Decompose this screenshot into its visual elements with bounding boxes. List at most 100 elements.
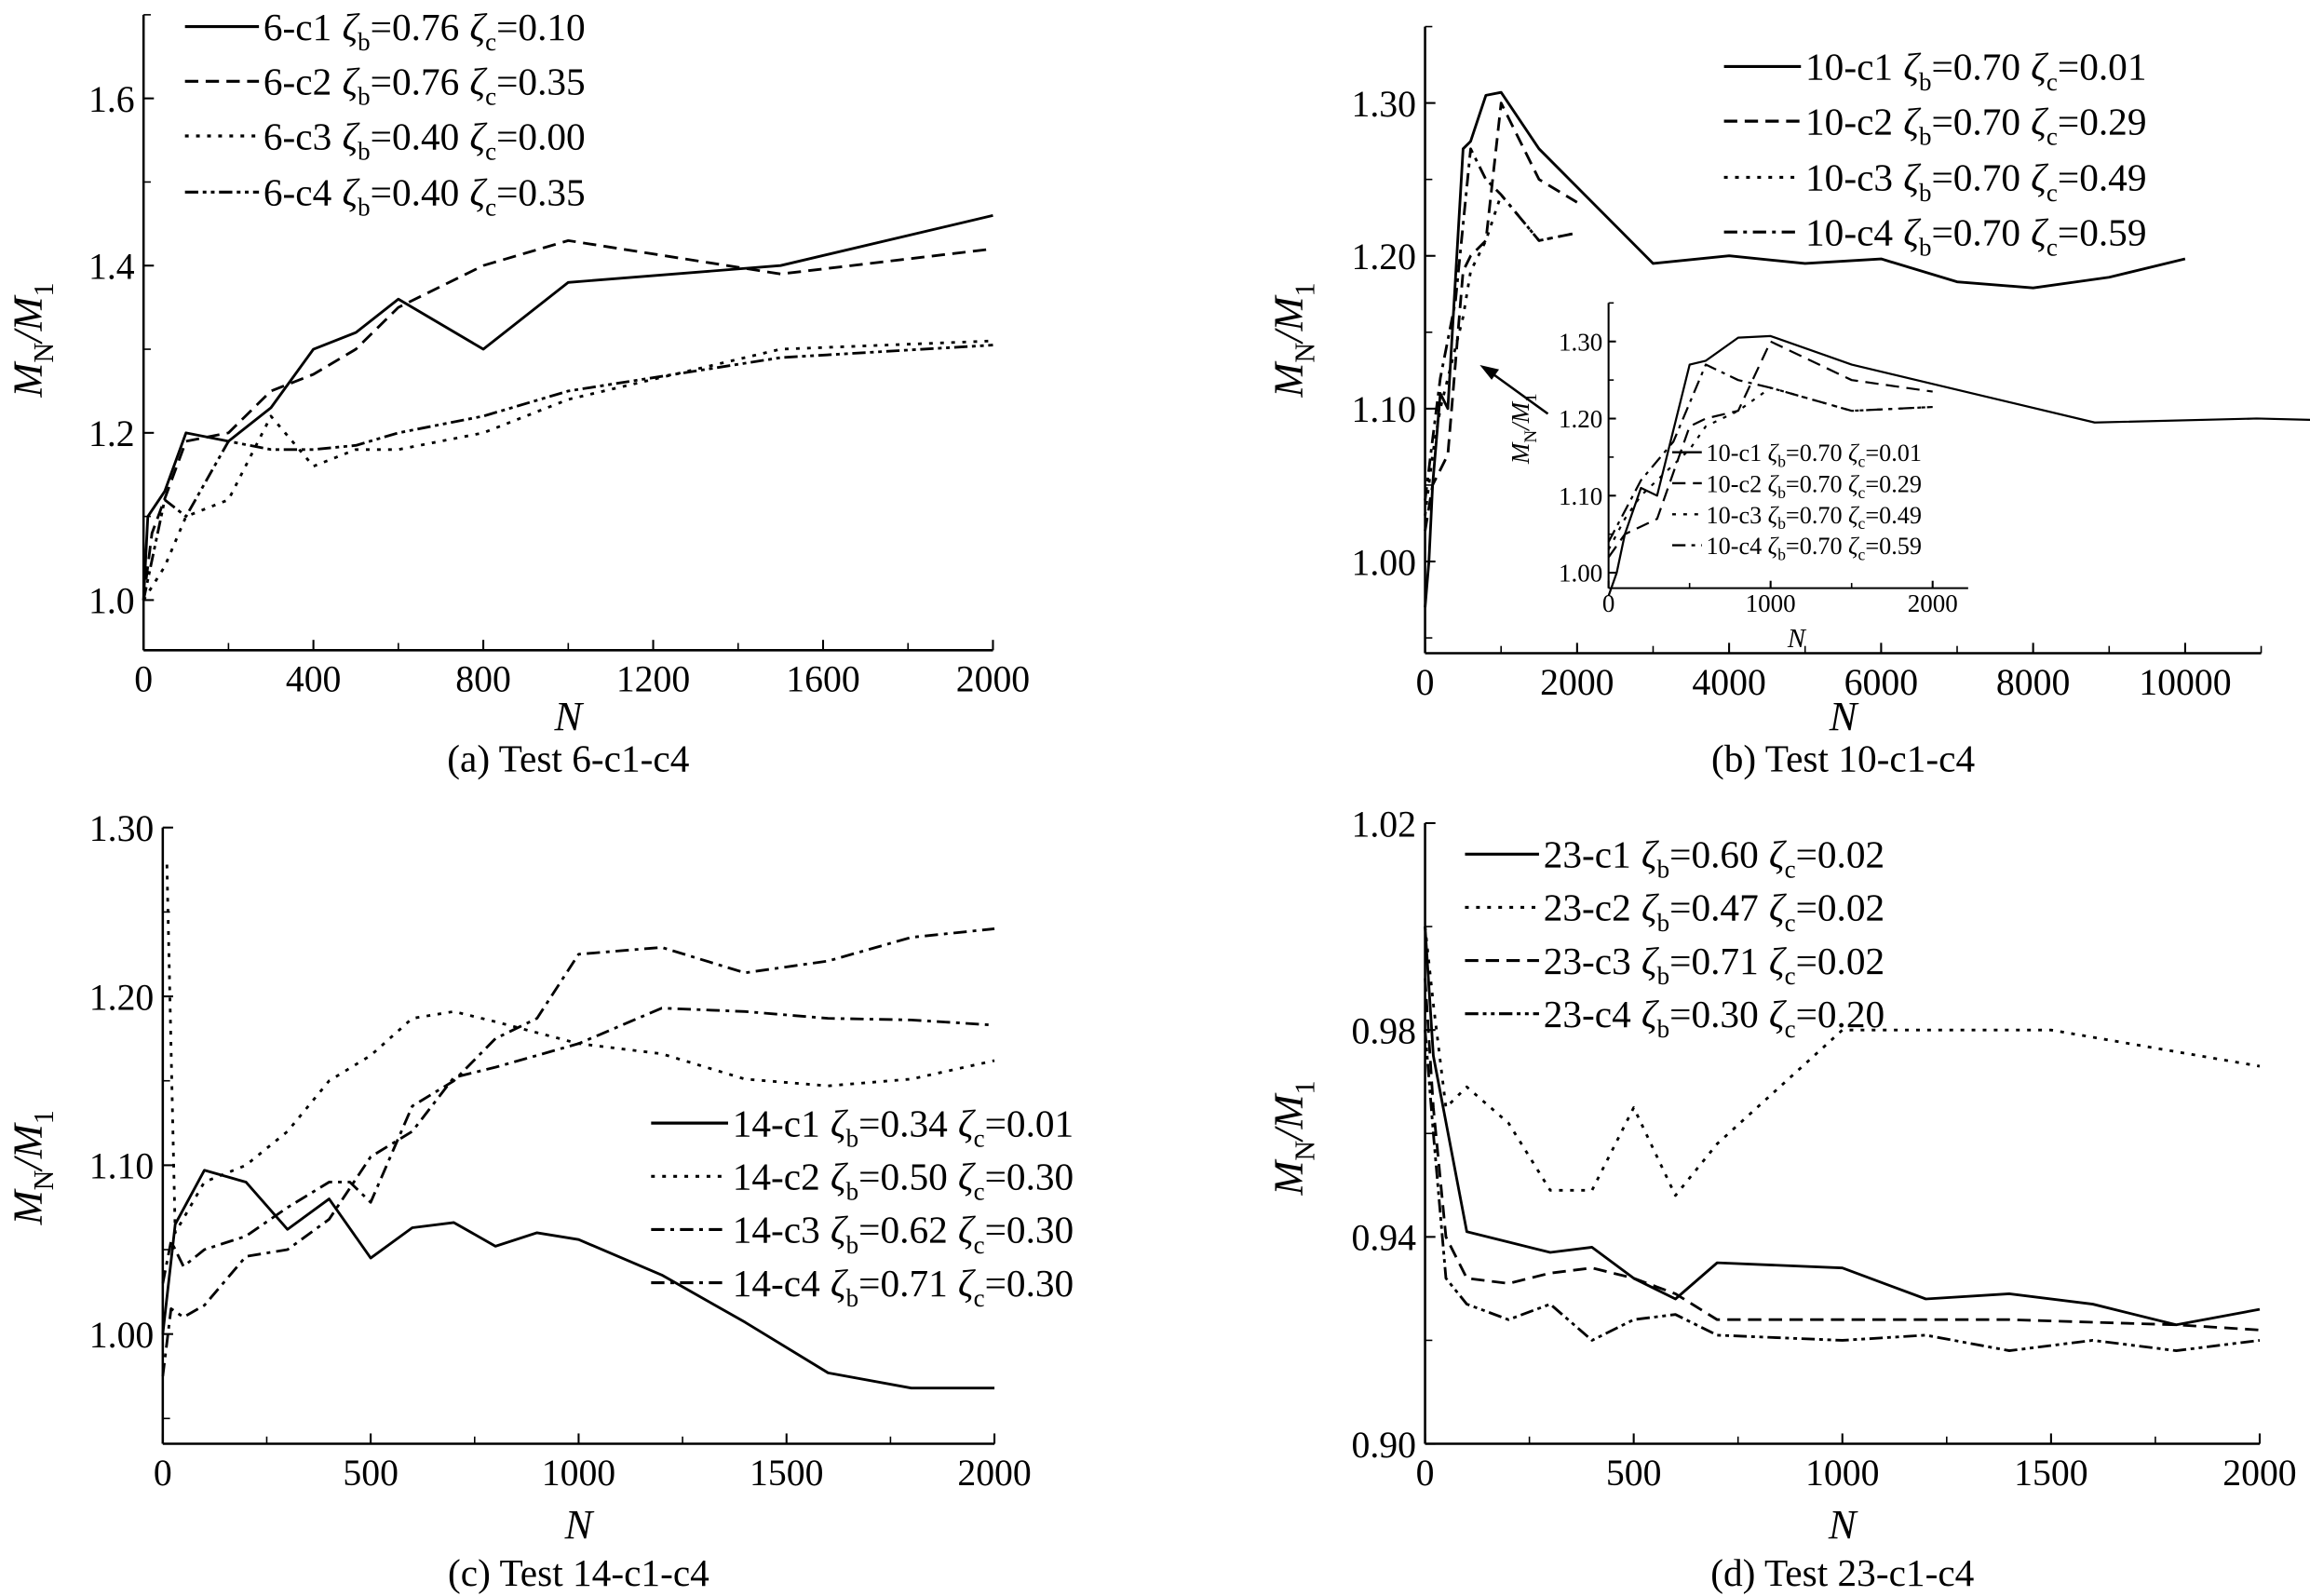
legend-text-part: =0.00 [496,115,586,157]
legend-text-part: b [358,83,371,111]
series-line-10-c2 [1424,101,1578,532]
y-axis-label: MN/M1 [1506,393,1541,465]
legend-text-part: 14-c3 [733,1209,820,1251]
legend-text-part: c [974,1178,985,1206]
legend-text-part: ζ [342,61,360,103]
legend-entry: 14-c3 ζb=0.62 ζc=0.30 [733,1209,1074,1259]
legend-text-part: c [1785,962,1796,990]
panel-caption: (b) Test 10-c1-c4 [1711,737,1975,780]
y-tick-label: 1.30 [89,808,155,849]
legend-text-part: ζ [1641,886,1660,929]
y-axis-label: MN/M1 [1265,1080,1321,1196]
legend-text-part: ζ [1903,100,1922,142]
y-tick-label: 0.94 [1352,1218,1417,1259]
y-tick-label: 1.00 [1352,542,1417,583]
legend-text-part: =0.70 [1786,533,1843,560]
series-line-23-c4 [1424,1030,2261,1352]
legend-text-part: c [1858,453,1866,471]
y-tick-label: 0.90 [1352,1425,1417,1466]
legend-text-part: b [1919,123,1932,151]
x-tick-label: 1000 [1746,589,1796,617]
legend-text-part: =0.70 [1786,502,1843,529]
x-tick-label: 0 [1416,662,1435,703]
legend-text-part: 14-c4 [733,1262,820,1305]
y-axis-label-part: M [4,360,50,399]
panel-caption: (a) Test 6-c1-c4 [447,737,689,780]
legend-text-part: ζ [1903,46,1922,88]
legend-text-part: 23-c3 [1544,940,1631,982]
legend-text-part: =0.01 [985,1102,1074,1144]
y-tick-label: 1.20 [1352,237,1417,277]
y-axis-label-part: / [1506,421,1534,432]
legend-text-part: c [1785,856,1796,884]
x-tick-label: 4000 [1692,662,1765,703]
series-line-10-c1 [1424,90,2186,608]
x-tick-label: 500 [343,1453,399,1494]
y-axis-label-part: 1 [28,1110,60,1124]
legend-text-part: ζ [958,1102,977,1144]
y-tick-label: 1.20 [89,977,155,1018]
legend-entry: 14-c2 ζb=0.50 ζc=0.30 [733,1156,1074,1206]
inset-pointer-arrow [1488,370,1549,415]
x-tick-label: 1000 [1805,1453,1879,1494]
legend-text-part: =0.01 [1865,440,1922,467]
legend-text-part: ζ [1848,440,1860,467]
legend-text-part: c [1858,545,1866,563]
legend-text-part: ζ [1768,440,1780,467]
x-tick-label: 1600 [786,659,859,700]
y-tick-label: 0.98 [1352,1010,1417,1051]
x-tick-label: 2000 [957,1453,1031,1494]
inset-x-axis-label: N [1787,625,1807,654]
legend-text-part: =0.20 [1796,993,1885,1035]
y-axis-label-part: 1 [1289,1080,1320,1094]
y-tick-label: 1.10 [1559,482,1602,510]
legend-text-part: c [1785,909,1796,937]
legend-text-part: ζ [1769,993,1788,1035]
legend-text-part: b [358,28,371,56]
legend-text-part: b [846,1125,859,1153]
legend-text-part: 10-c4 [1805,210,1893,253]
legend-text-part: =0.01 [2058,46,2147,88]
legend-text-part: =0.35 [496,171,586,214]
y-axis-label-part: / [4,1156,50,1173]
y-axis-label-part: N [1289,343,1320,363]
legend-text-part: =0.30 [985,1209,1074,1251]
legend-text-part: c [974,1125,985,1153]
legend-text-part: ζ [469,115,488,157]
y-axis-label-part: / [4,328,50,345]
legend-text-part: ζ [2031,156,2049,199]
legend-text-part: c [974,1231,985,1259]
y-tick-label: 1.6 [88,79,135,120]
legend-text-part: 10-c4 [1707,533,1763,560]
y-axis-label-part: / [1265,328,1312,345]
legend-text-part: =0.49 [2058,156,2147,199]
series-line-6-c4 [142,344,993,601]
series-line-10-c2 [1607,340,1933,559]
legend-text-part: b [1777,453,1786,471]
x-tick-label: 1200 [616,659,690,700]
legend-entry: 10-c2 ζb=0.70 ζc=0.29 [1805,100,2146,150]
series-line-14-c4 [161,1007,995,1377]
y-axis-label-part: M [1506,441,1534,465]
legend-text-part: ζ [1769,833,1788,876]
x-axis-label: N [1829,693,1859,739]
series-line-10-c4 [1424,147,1578,501]
legend-entry: 14-c1 ζb=0.34 ζc=0.01 [733,1102,1074,1152]
x-tick-label: 2000 [1908,589,1958,617]
x-tick-label: 1500 [750,1453,823,1494]
x-tick-label: 6000 [1844,662,1918,703]
legend-text-part: c [485,83,496,111]
legend-text-part: =0.02 [1796,833,1885,876]
legend-text-part: ζ [1903,156,1922,199]
legend-text-part: b [1657,962,1670,990]
legend-text-part: ζ [831,1102,849,1144]
legend-text-part: =0.70 [1786,440,1843,467]
x-tick-label: 2000 [1540,662,1614,703]
legend-text-part: =0.71 [858,1262,948,1305]
y-tick-label: 1.00 [89,1315,155,1356]
legend-text-part: b [846,1178,859,1206]
legend-text-part: ζ [958,1156,977,1198]
y-tick-label: 1.30 [1352,84,1417,125]
legend-text-part: 23-c4 [1544,993,1631,1035]
